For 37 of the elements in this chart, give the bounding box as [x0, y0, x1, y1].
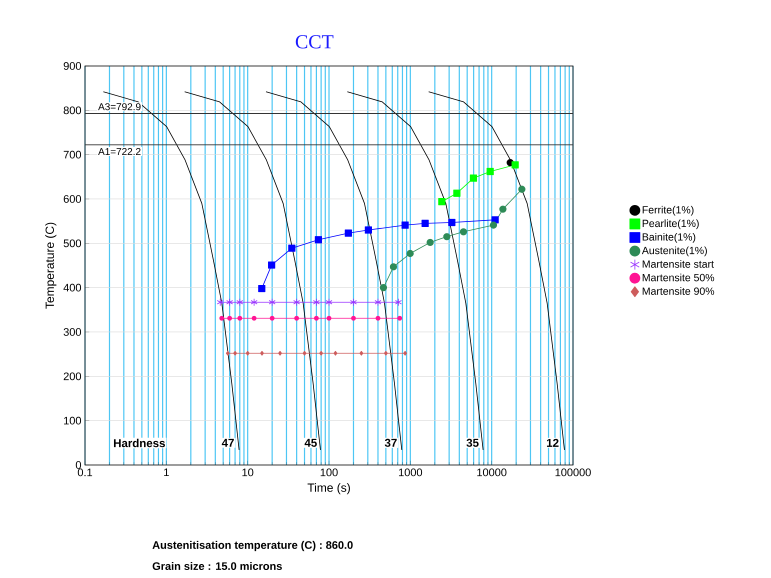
ref-line-label: A3=792.9	[98, 103, 141, 110]
x-tick-label: 100000	[556, 468, 591, 476]
x-tick-label: 10	[242, 468, 254, 476]
x-tick-label: 1	[164, 468, 169, 476]
x-tick-label: 100	[320, 468, 338, 476]
y-tick-label: 800	[64, 106, 82, 114]
legend-label: Austenite(1%)	[642, 246, 707, 256]
x-axis-title: Time (s)	[308, 483, 350, 494]
x-tick-label: 0.1	[78, 468, 92, 476]
y-tick-label: 0	[76, 461, 82, 469]
annotation: 37	[384, 438, 397, 447]
annotation: 12	[546, 438, 559, 447]
y-tick-label: 500	[64, 239, 82, 248]
legend-label: Pearlite(1%)	[642, 219, 699, 230]
y-tick-label: 200	[64, 372, 82, 380]
annotation: Hardness	[114, 438, 165, 448]
x-tick-label: 1000	[398, 468, 422, 476]
annotation: 47	[222, 438, 234, 447]
legend-label: Martensite 50%	[642, 274, 714, 282]
y-tick-label: 600	[64, 195, 82, 203]
annotation: 35	[466, 438, 479, 447]
legend-label: Martensite 90%	[642, 287, 714, 295]
annotation: 45	[304, 438, 317, 447]
y-tick-label: 400	[63, 284, 82, 292]
y-tick-label: 300	[64, 328, 82, 336]
chart-title: CCT	[296, 35, 334, 48]
x-tick-label: 10000	[477, 468, 506, 476]
text: Grain size : 15.0 microns	[152, 562, 282, 570]
legend-label: Ferrite(1%)	[642, 206, 694, 216]
ref-line-label: A1=722.2	[98, 148, 141, 155]
legend-label: Martensite start	[642, 260, 714, 268]
legend-label: Bainite(1%)	[642, 232, 696, 243]
y-axis-title: Temperature (C)	[45, 222, 56, 309]
y-tick-label: 100	[64, 416, 82, 425]
y-tick-label: 700	[64, 150, 82, 159]
text: Austenitisation temperature (C) : 860.0	[152, 540, 353, 552]
y-tick-label: 900	[64, 62, 82, 70]
